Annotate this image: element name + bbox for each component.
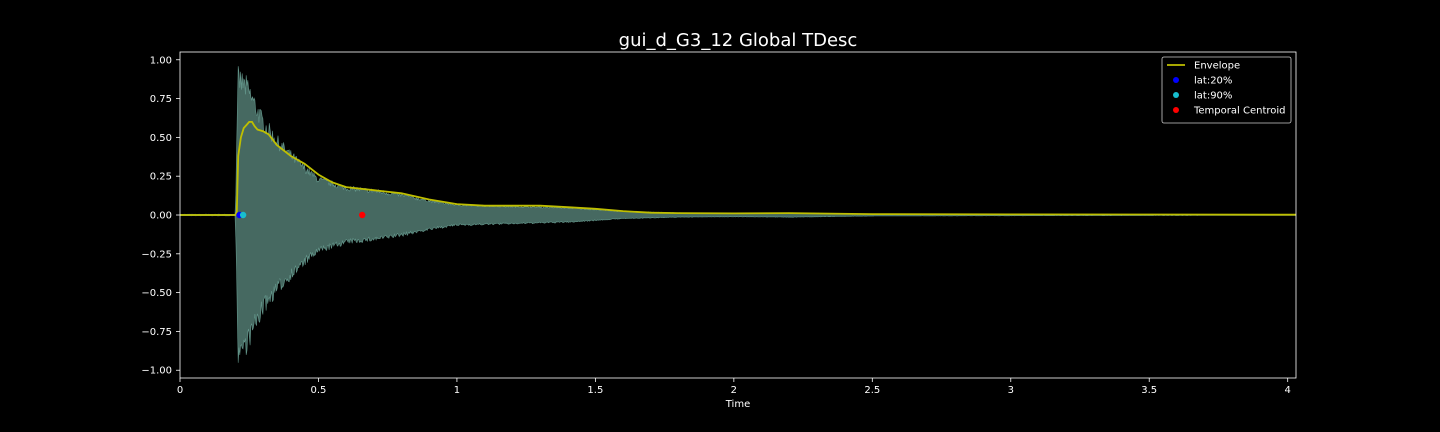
x-tick-label: 0.5 [311,385,327,396]
x-tick-label: 3 [1008,385,1014,396]
legend-swatch-lat-90 [1173,92,1179,98]
y-tick-label: 0.50 [150,133,172,144]
point-lat-90 [239,211,247,219]
axes: 0 0.5 1 1.5 2 2.5 3 3.5 4 −1.00 −0.75 −0.50 −0.25 0.0… [141,51,1297,396]
y-tick-label: 0.00 [150,211,172,222]
legend-label-lat-90: lat:90% [1194,91,1232,102]
legend-swatch-temporal-centroid [1173,107,1179,113]
x-tick-label: 3.5 [1141,385,1157,396]
y-tick-label: −0.25 [141,249,172,260]
y-tick-label: −0.50 [141,288,172,299]
y-tick-label: −0.75 [141,327,172,338]
x-tick-label: 0 [177,385,183,396]
plot-area [180,66,1296,363]
legend-label-envelope: Envelope [1194,61,1240,72]
legend-swatch-lat-20 [1173,77,1179,83]
x-tick-label: 1.5 [587,385,603,396]
x-axis-label: Time [725,399,750,410]
legend-label-temporal-centroid: Temporal Centroid [1193,106,1286,117]
y-tick-label: 0.75 [150,94,172,105]
chart-title: gui_d_G3_12 Global TDesc [619,30,858,51]
y-tick-label: 1.00 [150,55,172,66]
legend-label-lat-20: lat:20% [1194,76,1232,87]
x-tick-label: 2.5 [864,385,880,396]
envelope-line [180,121,1296,216]
legend-box [1161,56,1292,124]
x-tick-label: 2 [731,385,737,396]
x-tick-label: 4 [1285,385,1291,396]
x-tick-label: 1 [454,385,460,396]
legend: Envelope lat:20% lat:90% Temporal Centroid [1161,56,1292,124]
y-tick-label: −1.00 [141,366,172,377]
y-tick-label: 0.25 [150,172,172,183]
point-temporal-centroid [359,211,366,219]
